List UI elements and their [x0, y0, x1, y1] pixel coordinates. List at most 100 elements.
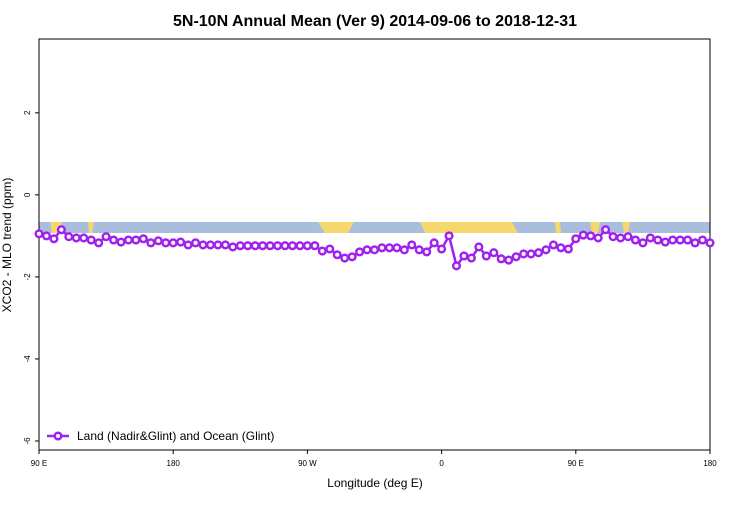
data-point: [49, 234, 59, 244]
data-point: [205, 240, 216, 250]
data-point: [675, 235, 685, 245]
data-point: [645, 233, 655, 243]
data-point: [71, 233, 81, 243]
data-point: [429, 238, 439, 248]
data-point: [340, 253, 350, 263]
data-point: [392, 243, 402, 253]
y-tick-label: -2: [23, 273, 32, 281]
data-point: [466, 253, 476, 263]
data-point: [548, 240, 558, 250]
legend-marker: [53, 431, 63, 441]
x-tick-label: 180: [167, 459, 181, 468]
ocean-strip: [39, 222, 710, 233]
y-tick-label: -4: [23, 355, 32, 363]
data-point: [198, 240, 208, 250]
data-point: [437, 244, 447, 254]
x-tick-label: 180: [703, 459, 717, 468]
x-tick-label: 0: [439, 459, 444, 468]
data-point: [146, 238, 156, 248]
y-tick-label: 2: [23, 110, 32, 115]
land: [88, 222, 94, 233]
data-point: [481, 251, 491, 261]
y-tick-label: -6: [23, 437, 32, 445]
data-point: [94, 238, 104, 248]
data-point: [414, 245, 424, 255]
data-point: [660, 237, 670, 247]
data-point: [511, 252, 521, 262]
land: [318, 222, 354, 233]
data-point: [474, 242, 484, 252]
data-point: [697, 235, 708, 245]
data-point: [317, 246, 327, 256]
data-point: [422, 247, 432, 257]
data-point: [101, 232, 111, 242]
data-point: [399, 245, 409, 255]
x-tick-label: 90 E: [568, 459, 584, 468]
data-point: [556, 243, 566, 253]
data-point: [250, 241, 260, 251]
data-point: [228, 242, 238, 252]
x-tick-label: 90 E: [31, 459, 47, 468]
data-point: [79, 233, 89, 243]
data-point: [526, 249, 536, 259]
y-tick-label: 0: [23, 192, 32, 197]
data-point: [384, 243, 394, 253]
data-point: [407, 240, 417, 250]
data-point: [563, 244, 573, 254]
data-point: [355, 247, 365, 257]
data-point: [571, 234, 581, 244]
x-axis-label: Longitude (deg E): [327, 476, 422, 490]
land: [590, 222, 600, 233]
data-point: [451, 261, 462, 271]
land: [555, 222, 561, 233]
data-point: [168, 238, 178, 248]
data-point: [332, 250, 342, 260]
data-point: [653, 235, 663, 245]
data-point: [302, 241, 312, 251]
data-point: [369, 245, 380, 255]
data-point: [347, 252, 357, 262]
data-point: [116, 237, 126, 247]
data-point: [131, 235, 141, 245]
data-point: [176, 237, 186, 247]
data-point: [377, 243, 387, 253]
data-point: [705, 238, 715, 248]
data-point: [586, 231, 596, 241]
data-point: [265, 241, 275, 251]
legend-label: Land (Nadir&Glint) and Ocean (Glint): [77, 429, 274, 443]
data-point: [153, 236, 163, 246]
data-point: [444, 231, 454, 241]
data-point: [41, 231, 52, 241]
data-point: [623, 232, 633, 242]
data-point: [109, 235, 119, 245]
y-axis-label: XCO2 - MLO trend (ppm): [0, 178, 14, 313]
data-point: [235, 241, 245, 251]
data-point: [593, 233, 603, 243]
data-point: [138, 234, 148, 244]
data-point: [541, 245, 551, 255]
data-point: [325, 244, 335, 254]
data-point: [638, 238, 648, 248]
data-point: [56, 225, 66, 235]
land: [420, 222, 518, 233]
data-point: [310, 241, 320, 251]
data-point: [630, 235, 640, 245]
data-point: [533, 248, 544, 258]
data-point: [34, 229, 44, 239]
data-point: [280, 241, 290, 251]
data-point: [273, 241, 283, 251]
x-tick-label: 90 W: [298, 459, 317, 468]
data-point: [213, 240, 223, 250]
data-point: [86, 235, 96, 245]
data-point: [287, 241, 298, 251]
data-point: [258, 241, 268, 251]
data-point: [183, 240, 193, 250]
data-point: [459, 251, 469, 261]
data-point: [519, 249, 529, 259]
data-point: [683, 235, 693, 245]
data-point: [220, 240, 230, 250]
data-point: [191, 238, 201, 248]
data-point: [601, 225, 611, 235]
map-strip: [39, 222, 710, 233]
